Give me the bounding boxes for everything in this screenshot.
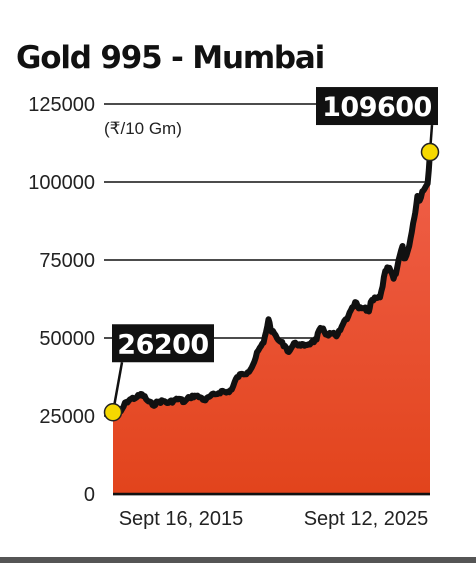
y-tick-label-50000: 50000: [39, 328, 95, 350]
y-tick-label-0: 0: [84, 484, 95, 506]
y-tick-label-100000: 100000: [28, 172, 95, 194]
x-tick-label-end: Sept 12, 2025: [304, 508, 429, 530]
marker-26200: [103, 403, 123, 422]
y-axis-tick-labels: 0 25000 50000 75000 100000 125000: [28, 94, 95, 506]
callout-box-26200: [112, 324, 214, 363]
annotations: 26200 109600: [103, 87, 440, 422]
unit-label: (₹/10 Gm): [104, 119, 182, 138]
y-tick-label-125000: 125000: [28, 94, 95, 116]
y-tick-label-25000: 25000: [39, 406, 95, 428]
callout-box-109600: [316, 87, 438, 126]
x-tick-label-start: Sept 16, 2015: [119, 508, 244, 530]
price-line: [110, 149, 433, 416]
callout-label-26200: 26200: [117, 329, 208, 360]
y-tick-label-75000: 75000: [39, 250, 95, 272]
footer-bar: [0, 557, 476, 563]
callout-label-109600: 109600: [322, 92, 432, 123]
chart-title: Gold 995 - Mumbai: [16, 40, 324, 76]
marker-109600: [420, 142, 440, 162]
x-axis-tick-labels: Sept 16, 2015 Sept 12, 2025: [119, 508, 429, 530]
price-area: [113, 152, 430, 494]
